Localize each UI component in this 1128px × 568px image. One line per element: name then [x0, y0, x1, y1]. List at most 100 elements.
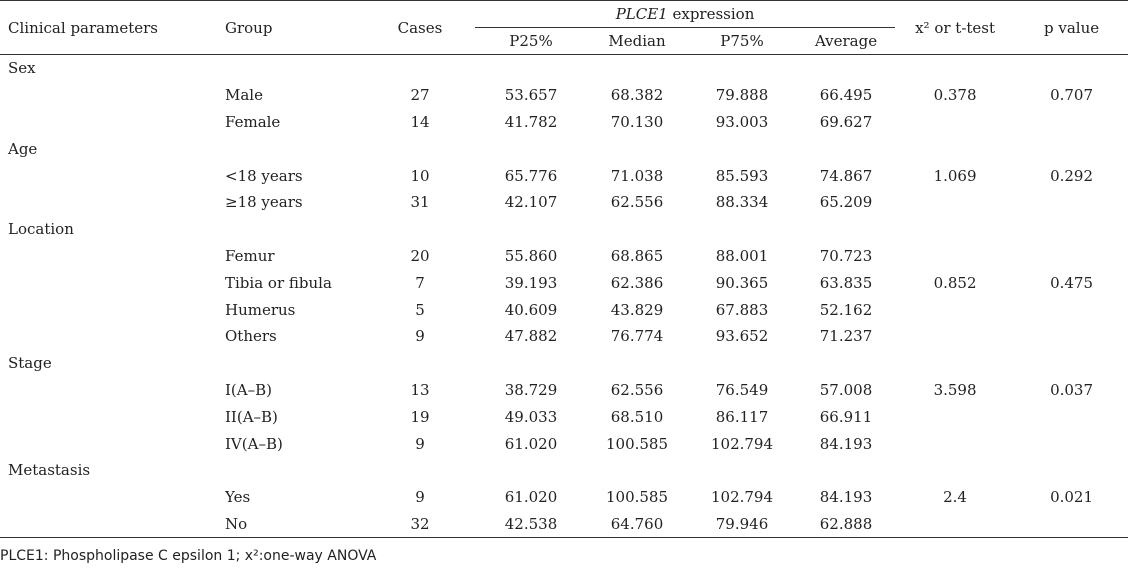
p25-cell: 47.882 [504, 327, 558, 346]
empty-cell [895, 457, 1015, 484]
pvalue-cell: 0.037 [1050, 380, 1094, 399]
table-row: Female 14 41.782 70.130 93.003 69.627 [0, 109, 1128, 136]
header-average: Average [797, 27, 896, 55]
empty-cell [797, 135, 895, 162]
empty-cell [0, 484, 225, 511]
pvalue-cell [1015, 403, 1128, 430]
pvalue-cell [1015, 189, 1128, 216]
empty-cell [1015, 55, 1128, 82]
category-label: Age [8, 139, 38, 158]
pvalue-cell [1015, 510, 1128, 539]
empty-cell [365, 216, 475, 243]
pvalue-cell: 0.475 [1050, 273, 1094, 292]
group-cell: Others [225, 327, 277, 346]
empty-cell [895, 350, 1015, 377]
pvalue-cell [1015, 296, 1128, 323]
empty-cell [687, 350, 797, 377]
median-cell: 68.382 [610, 86, 664, 105]
group-cell: Yes [225, 488, 251, 507]
average-cell: 66.911 [819, 407, 873, 426]
category-row: Stage [0, 350, 1128, 377]
average-cell: 69.627 [819, 112, 873, 131]
empty-cell [0, 82, 225, 109]
average-cell: 84.193 [819, 434, 873, 453]
group-cell: Female [225, 112, 281, 131]
p75-cell: 79.946 [687, 510, 797, 539]
group-cell: II(A–B) [225, 407, 278, 426]
test-cell: 0.852 [933, 273, 977, 292]
average-cell: 66.495 [819, 86, 873, 105]
table-header: Clinical parameters Group Cases PLCE1 ex… [0, 0, 1128, 55]
table-row: ≥18 years 31 42.107 62.556 88.334 65.209 [0, 189, 1128, 216]
group-cell: Femur [225, 246, 275, 265]
header-p25: P25% [475, 27, 587, 55]
empty-cell [0, 430, 225, 457]
cases-cell: 14 [410, 112, 430, 131]
empty-cell [0, 323, 225, 350]
median-cell: 70.130 [610, 112, 664, 131]
empty-cell [475, 457, 587, 484]
p75-cell: 76.549 [715, 380, 769, 399]
empty-cell [1015, 457, 1128, 484]
p25-cell: 39.193 [504, 273, 558, 292]
median-cell: 76.774 [610, 327, 664, 346]
header-group: Group [225, 0, 365, 55]
test-cell [895, 403, 1015, 430]
category-label: Stage [8, 354, 52, 373]
pvalue-cell: 0.021 [1050, 488, 1094, 507]
p75-cell: 88.001 [715, 246, 769, 265]
empty-cell [225, 350, 365, 377]
p25-cell: 55.860 [504, 246, 558, 265]
header-expression-suffix: expression [667, 5, 755, 23]
group-cell: Male [225, 86, 263, 105]
empty-cell [797, 457, 895, 484]
p25-cell: 53.657 [504, 86, 558, 105]
empty-cell [225, 216, 365, 243]
p75-cell: 93.652 [715, 327, 769, 346]
category-label: Metastasis [8, 461, 91, 480]
empty-cell [0, 377, 225, 404]
cases-cell: 27 [410, 86, 430, 105]
test-cell: 2.4 [943, 488, 967, 507]
table-row: Tibia or fibula 7 39.193 62.386 90.365 63.835… [0, 269, 1128, 296]
empty-cell [587, 55, 687, 82]
pvalue-cell [1015, 243, 1128, 270]
test-cell [895, 109, 1015, 136]
median-cell: 62.556 [610, 193, 664, 212]
category-row: Age [0, 135, 1128, 162]
p75-cell: 90.365 [715, 273, 769, 292]
cases-cell: 32 [365, 510, 475, 539]
test-cell [895, 243, 1015, 270]
empty-cell [225, 135, 365, 162]
test-cell: 3.598 [933, 380, 977, 399]
p75-cell: 79.888 [715, 86, 769, 105]
table-row: No 32 42.538 64.760 79.946 62.888 [0, 510, 1128, 539]
test-cell: 1.069 [933, 166, 977, 185]
empty-cell [0, 189, 225, 216]
empty-cell [475, 135, 587, 162]
empty-cell [225, 457, 365, 484]
cases-cell: 10 [410, 166, 430, 185]
table-row: Femur 20 55.860 68.865 88.001 70.723 [0, 243, 1128, 270]
empty-cell [797, 350, 895, 377]
group-cell: <18 years [225, 166, 303, 185]
empty-cell [1015, 350, 1128, 377]
cases-cell: 20 [410, 246, 430, 265]
header-plce1-expression: PLCE1 expression [475, 0, 896, 28]
empty-cell [0, 269, 225, 296]
average-cell: 71.237 [819, 327, 873, 346]
median-cell: 100.585 [605, 434, 669, 453]
group-cell: Tibia or fibula [225, 273, 332, 292]
p75-cell: 102.794 [710, 434, 774, 453]
empty-cell [1015, 216, 1128, 243]
p25-cell: 42.107 [504, 193, 558, 212]
header-gene-name: PLCE1 [615, 5, 668, 23]
p25-cell: 40.609 [504, 300, 558, 319]
table-row: II(A–B) 19 49.033 68.510 86.117 66.911 [0, 403, 1128, 430]
table-row: Yes 9 61.020 100.585 102.794 84.193 2.4 0.021 [0, 484, 1128, 511]
median-cell: 62.556 [610, 380, 664, 399]
empty-cell [475, 216, 587, 243]
median-cell: 100.585 [605, 488, 669, 507]
empty-cell [587, 457, 687, 484]
empty-cell [365, 55, 475, 82]
